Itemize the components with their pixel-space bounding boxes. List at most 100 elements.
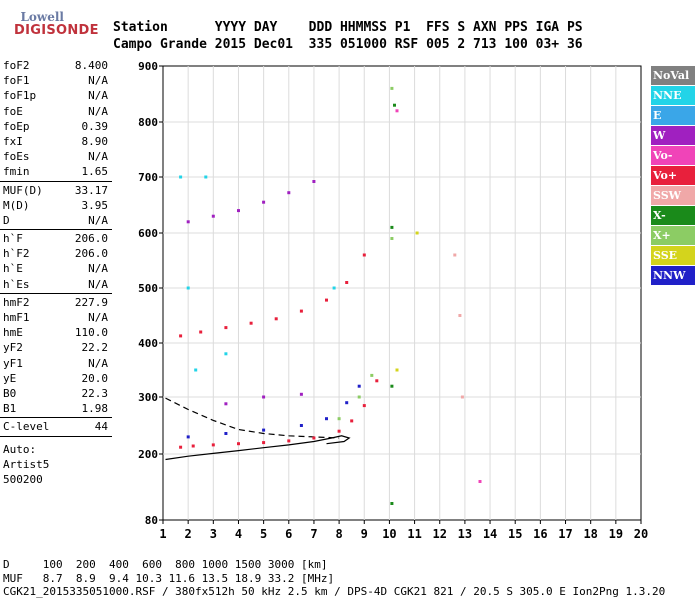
param-name: yF2 [3,341,23,355]
echo-point [390,86,394,90]
echo-point [390,225,394,229]
x-tick-label: 13 [458,527,472,541]
param-name: h`F2 [3,247,30,261]
autoscaling-line: Auto: [3,442,37,456]
ionogram-plot: 1 2 3 4 5 6 7 8 9 10 11 12 13 14 15 16 17 18 19 20802003004… [138,60,648,541]
param-value: N/A [88,213,108,227]
legend-item-noval: NoVal [651,66,695,85]
param-row: foEp 0.39 [0,119,112,134]
echo-point [299,424,303,427]
x-tick-label: 18 [583,527,597,541]
echo-point [312,436,316,440]
profile-dashed [165,397,340,439]
y-tick-label: 700 [138,171,158,184]
legend-item-vo-: Vo+ [651,166,695,185]
param-name: foF1 [3,74,30,88]
param-row: fmin 1.65 [0,164,112,179]
plot-frame [162,65,642,521]
footer: D 100 200 400 600 800 1000 1500 3000 [km… [3,558,665,599]
x-tick-label: 14 [483,527,497,541]
x-tick-label: 9 [361,527,368,541]
electron-density-profile [165,435,351,461]
echo-point [375,379,379,383]
echo-point [224,352,228,356]
param-value: 8.400 [74,59,108,72]
echo-point [453,253,457,257]
y-tick-label: 300 [138,391,158,404]
echo-point [179,334,183,338]
echo-point [224,402,228,406]
echo-point [262,441,266,445]
echo-point [287,439,291,443]
echo-point [191,444,195,448]
param-name: foEs [3,150,30,164]
param-row: hmE 110.0 [0,325,112,340]
echo-point [390,237,394,240]
legend-item-w: W [651,126,695,145]
echo-point [312,180,316,183]
param-row: yF2 22.2 [0,340,112,355]
echo-point [345,281,349,284]
x-tick-label: 8 [335,527,342,541]
params-separator [0,417,112,419]
legend-item-x-: X- [651,206,695,225]
param-value: N/A [88,89,108,103]
param-value: 206.0 [74,232,108,246]
param-row: B1 1.98 [0,401,112,416]
param-name: foF2 [3,59,30,72]
param-name: B0 [3,386,17,400]
legend-item-e: E [651,106,695,125]
echo-point [211,214,215,218]
param-value: N/A [88,104,108,118]
echo-point [299,392,303,396]
params-separator [0,180,112,182]
param-value: 20.0 [81,371,109,385]
echo-point [458,314,462,317]
echo-point [224,432,228,435]
x-tick-label: 6 [285,527,292,541]
param-row: M(D) 3.95 [0,198,112,213]
echo-point [287,191,291,195]
polarization-legend: NoVal NNE E W Vo- Vo+ SSW X- X+ SSE NNW [651,66,695,286]
echo-point [237,442,240,446]
footer-file-line: CGK21_2015335051000.RSF / 380fx512h 50 k… [3,585,666,598]
param-row: MUF(D) 33.17 [0,183,112,198]
param-name: h`E [3,262,23,276]
param-row: foE N/A [0,104,112,119]
param-value: 206.0 [74,247,108,261]
param-name: D [3,213,10,227]
echo-point [362,253,366,257]
x-tick-label: 19 [609,527,623,541]
echo-point [478,480,482,483]
echo-point [325,298,328,302]
echo-point [186,286,190,290]
echo-point [274,317,278,321]
y-tick-label: 500 [138,282,158,295]
x-tick-label: 3 [210,527,217,541]
param-name: hmF1 [3,311,30,324]
x-tick-label: 5 [260,527,267,541]
param-value: N/A [88,311,108,324]
param-name: foE [3,104,23,118]
echo-point [337,429,341,433]
params-separator [0,229,112,231]
param-row: foEs N/A [0,149,112,164]
x-tick-label: 7 [310,527,317,541]
param-value: N/A [88,356,108,370]
station-header: Station YYYY DAY DDD HHMMSS P1 FFS S AXN… [113,19,583,53]
logo-line1: Lowell [20,10,64,24]
param-value: 22.3 [81,386,109,400]
param-row: h`E N/A [0,261,112,276]
param-row: yE 20.0 [0,371,112,386]
footer-distance-line: D 100 200 400 600 800 1000 1500 3000 [km… [3,558,328,571]
x-tick-label: 16 [533,527,547,541]
param-name: yE [3,371,17,385]
y-tick-label: 600 [138,227,158,240]
param-value: 22.2 [81,341,109,355]
legend-item-sse: SSE [651,246,695,265]
x-tick-label: 10 [382,527,396,541]
x-tick-label: 4 [235,527,242,541]
echo-point [211,443,215,447]
echo-point [393,103,396,107]
echo-point [237,209,240,213]
